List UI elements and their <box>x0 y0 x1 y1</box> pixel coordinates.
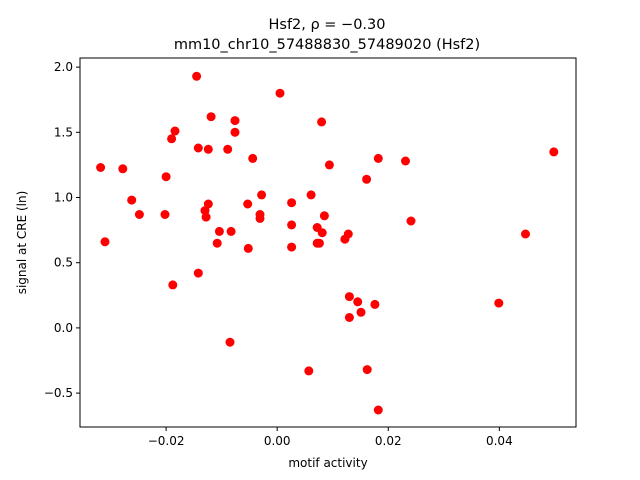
data-point <box>319 211 329 221</box>
data-point <box>206 112 216 122</box>
data-point <box>549 147 559 157</box>
data-point <box>257 190 267 200</box>
data-point <box>161 172 171 182</box>
data-point <box>243 199 253 209</box>
data-point <box>201 212 211 222</box>
data-point <box>344 313 354 322</box>
data-point <box>134 210 144 219</box>
data-point <box>287 242 297 252</box>
data-point <box>192 71 202 81</box>
data-point <box>223 144 233 154</box>
x-tick-label: 0.04 <box>486 434 513 448</box>
data-point <box>287 220 297 230</box>
data-point <box>193 268 203 278</box>
data-point <box>406 216 416 226</box>
data-point <box>344 292 354 302</box>
y-axis-ticks: −0.5 0.0 0.5 1.0 1.5 2.0 <box>44 60 80 400</box>
data-point <box>248 153 258 163</box>
data-point <box>373 405 383 415</box>
data-point <box>212 238 222 248</box>
data-point <box>100 237 110 247</box>
data-point <box>494 298 504 308</box>
plot-area-frame <box>79 57 577 428</box>
data-point <box>243 243 253 253</box>
data-point <box>353 297 363 307</box>
data-point <box>343 229 353 239</box>
data-point <box>127 195 137 205</box>
data-point <box>118 164 128 174</box>
data-point <box>230 127 240 137</box>
x-axis-ticks: −0.02 0.00 0.02 0.04 <box>148 427 513 448</box>
chart-title-line-2: mm10_chr10_57488830_57489020 (Hsf2) <box>174 37 480 53</box>
data-point <box>287 198 297 208</box>
data-point <box>356 307 366 317</box>
y-tick-label: −0.5 <box>44 386 73 400</box>
data-point <box>317 228 327 238</box>
y-tick-label: 1.0 <box>54 191 73 205</box>
data-point <box>168 280 178 290</box>
y-tick-label: 2.0 <box>54 60 73 74</box>
data-point <box>214 226 224 236</box>
y-tick-label: 1.5 <box>54 125 73 139</box>
data-point <box>317 117 327 127</box>
data-point <box>370 299 380 309</box>
y-tick-label: 0.0 <box>54 321 73 335</box>
data-point <box>373 153 383 163</box>
x-tick-label: −0.02 <box>148 434 185 448</box>
y-tick-label: 0.5 <box>54 256 73 270</box>
data-point <box>304 366 314 376</box>
data-point <box>170 126 180 136</box>
data-point <box>96 163 106 172</box>
data-point <box>167 134 177 144</box>
data-point <box>275 88 285 98</box>
data-points <box>96 71 559 415</box>
data-point <box>324 160 334 170</box>
data-point <box>203 144 213 154</box>
data-point <box>401 156 410 166</box>
data-point <box>306 190 316 200</box>
data-point <box>203 199 213 209</box>
x-tick-label: 0.02 <box>375 434 402 448</box>
data-point <box>193 143 203 153</box>
data-point <box>255 213 265 223</box>
y-axis-label: signal at CRE (ln) <box>15 191 29 295</box>
data-point <box>225 337 235 347</box>
data-point <box>160 210 170 219</box>
data-point <box>314 238 324 248</box>
data-point <box>521 229 530 239</box>
data-point <box>362 365 372 375</box>
x-axis-label: motif activity <box>288 456 367 470</box>
data-point <box>226 226 236 236</box>
x-tick-label: 0.00 <box>264 434 291 448</box>
data-point <box>362 174 372 184</box>
chart-title-line-1: Hsf2, ρ = −0.30 <box>268 17 385 33</box>
data-point <box>230 116 240 126</box>
